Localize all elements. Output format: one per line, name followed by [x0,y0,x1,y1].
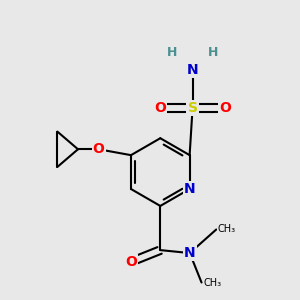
Text: O: O [154,101,166,115]
Text: N: N [184,182,195,196]
Text: H: H [208,46,218,59]
Text: O: O [93,142,104,156]
Text: N: N [184,246,196,260]
Text: CH₃: CH₃ [218,224,236,235]
Text: N: N [187,63,198,77]
Text: H: H [167,46,177,59]
Text: O: O [125,255,137,269]
Text: S: S [188,101,198,115]
Text: O: O [219,101,231,115]
Text: CH₃: CH₃ [203,278,221,287]
